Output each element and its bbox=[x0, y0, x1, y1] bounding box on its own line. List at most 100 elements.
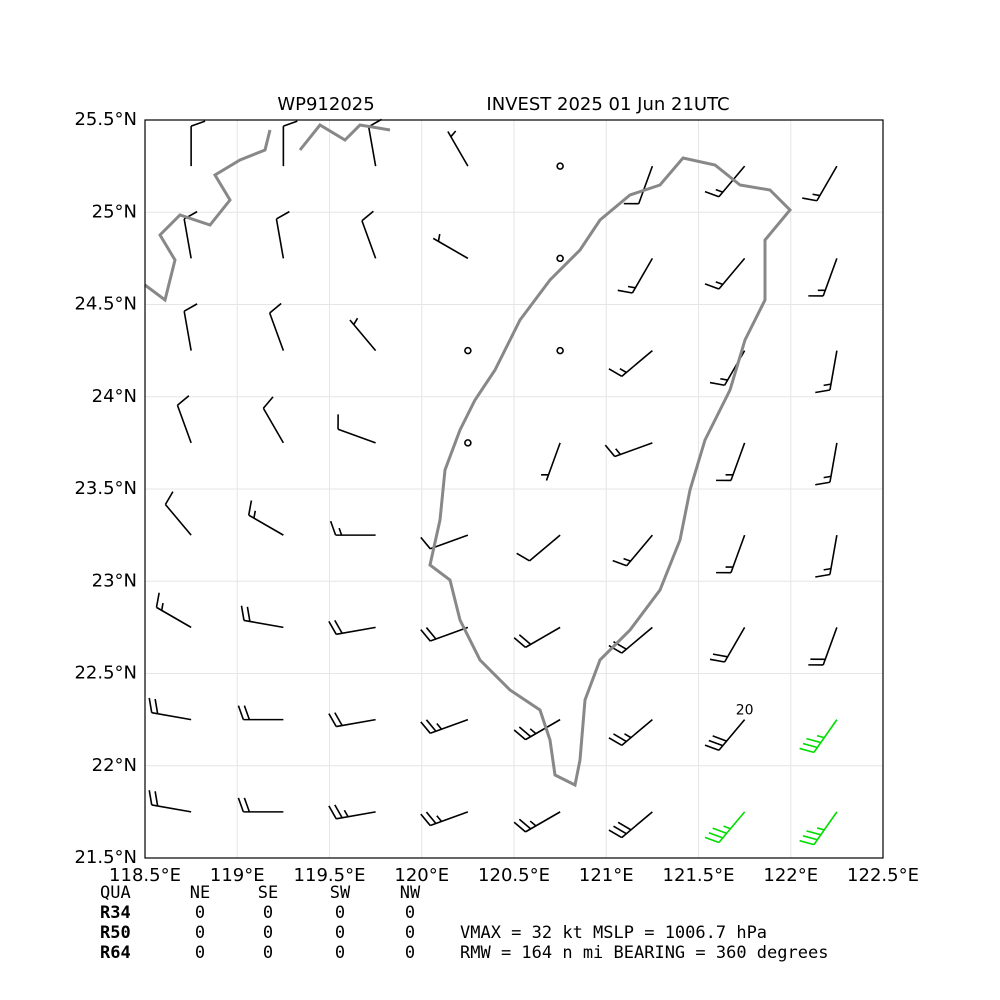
frame bbox=[144, 119, 884, 859]
barb-feather bbox=[704, 744, 720, 752]
barb-feather bbox=[802, 835, 818, 841]
wind-barb bbox=[704, 257, 746, 290]
x-tick-label: 122.5°E bbox=[847, 865, 919, 886]
barb-staff bbox=[822, 258, 838, 297]
wind-barb bbox=[420, 626, 469, 642]
barb-staff bbox=[432, 237, 469, 260]
radius-value: 0 bbox=[195, 903, 205, 923]
barb-feather bbox=[148, 790, 153, 806]
barb-feather bbox=[176, 395, 190, 406]
wind-barb bbox=[704, 811, 746, 844]
wind-barb bbox=[420, 718, 469, 735]
wind-barb bbox=[808, 258, 838, 297]
calm-circle bbox=[464, 346, 472, 355]
barb-staff bbox=[367, 126, 377, 167]
radius-value: 0 bbox=[335, 943, 345, 963]
wind-barb bbox=[608, 719, 653, 747]
barb-feather bbox=[608, 368, 623, 378]
radius-value: 0 bbox=[263, 903, 273, 923]
barb-staff bbox=[545, 442, 561, 481]
wind-barb bbox=[183, 303, 198, 351]
wind-barb bbox=[716, 534, 746, 574]
y-tick-label: 23.5°N bbox=[74, 478, 137, 499]
barb-staff bbox=[268, 312, 285, 351]
barb-feather bbox=[361, 210, 374, 222]
radius-value: 0 bbox=[335, 923, 345, 943]
x-tick-label: 120°E bbox=[394, 865, 449, 886]
barb-half bbox=[436, 815, 443, 822]
wind-barb bbox=[337, 414, 376, 444]
table-header: SW bbox=[330, 883, 351, 903]
y-tick-label: 24°N bbox=[92, 386, 137, 407]
barb-staff bbox=[528, 534, 561, 562]
title-left: WP912025 bbox=[277, 94, 374, 115]
barb-staff bbox=[730, 442, 746, 481]
barb-feather bbox=[328, 621, 337, 635]
barb-staff bbox=[262, 407, 285, 444]
wind-barb bbox=[513, 718, 561, 741]
barb-feather bbox=[802, 197, 818, 202]
wind-barb bbox=[282, 120, 298, 167]
barb-staff bbox=[336, 718, 376, 728]
barb-staff bbox=[525, 626, 561, 649]
barb-feather bbox=[276, 210, 290, 220]
barb-staff bbox=[525, 718, 561, 741]
barb-half bbox=[160, 602, 164, 611]
barb-staff bbox=[151, 711, 192, 721]
barb-staff bbox=[430, 718, 469, 735]
wind-barb bbox=[164, 491, 192, 536]
barb-staff bbox=[430, 811, 469, 827]
barb-feather bbox=[420, 629, 431, 642]
barb-feather bbox=[608, 644, 623, 654]
barb-feather bbox=[712, 827, 727, 835]
barb-half bbox=[615, 448, 622, 456]
wind-barb bbox=[329, 520, 376, 536]
barb-staff bbox=[718, 811, 746, 844]
barb-staff bbox=[336, 626, 376, 636]
barb-staff bbox=[621, 626, 653, 654]
barb-feather bbox=[247, 500, 253, 516]
barb-feather bbox=[328, 713, 337, 727]
wind-barb bbox=[361, 210, 377, 259]
barb-staff bbox=[525, 811, 561, 833]
barb-feather bbox=[608, 737, 623, 747]
table-header: QUA bbox=[100, 883, 131, 903]
barb-feather bbox=[608, 829, 623, 839]
wind-barb bbox=[420, 811, 469, 827]
calm-circle bbox=[556, 346, 564, 355]
barb-staff bbox=[337, 428, 376, 444]
wind-barb bbox=[432, 233, 469, 260]
barb-feather bbox=[704, 283, 720, 290]
wind-barb bbox=[247, 500, 284, 536]
barb-feather bbox=[164, 491, 174, 505]
barb-half bbox=[253, 510, 257, 519]
barb-feather bbox=[612, 559, 627, 567]
barb-feather bbox=[243, 705, 251, 720]
wind-barb bbox=[513, 626, 561, 649]
barb-staff bbox=[718, 257, 746, 290]
barb-feather bbox=[704, 190, 720, 198]
barb-staff bbox=[621, 719, 653, 746]
wind-barb bbox=[556, 162, 564, 170]
wind-barb bbox=[608, 811, 653, 839]
barb-feather bbox=[334, 619, 343, 634]
wind-barb bbox=[815, 534, 838, 578]
wind-barb bbox=[516, 534, 561, 562]
barb-half bbox=[627, 285, 636, 289]
barb-feather bbox=[708, 739, 724, 747]
barb-staff bbox=[829, 442, 838, 483]
barb-half bbox=[623, 557, 631, 562]
barb-feather bbox=[334, 804, 343, 819]
wind-barb bbox=[612, 534, 653, 567]
y-tick-label: 22°N bbox=[92, 755, 137, 776]
barb-feather bbox=[513, 821, 527, 833]
barb-half bbox=[450, 130, 457, 138]
barb-half bbox=[816, 734, 825, 739]
barb-half bbox=[823, 383, 832, 387]
barb-staff bbox=[813, 719, 838, 753]
y-tick-label: 25.5°N bbox=[74, 109, 137, 130]
contour-label: 20 bbox=[736, 702, 754, 718]
barb-staff bbox=[430, 534, 469, 550]
barb-feather bbox=[617, 289, 633, 294]
wind-barb bbox=[799, 719, 838, 754]
